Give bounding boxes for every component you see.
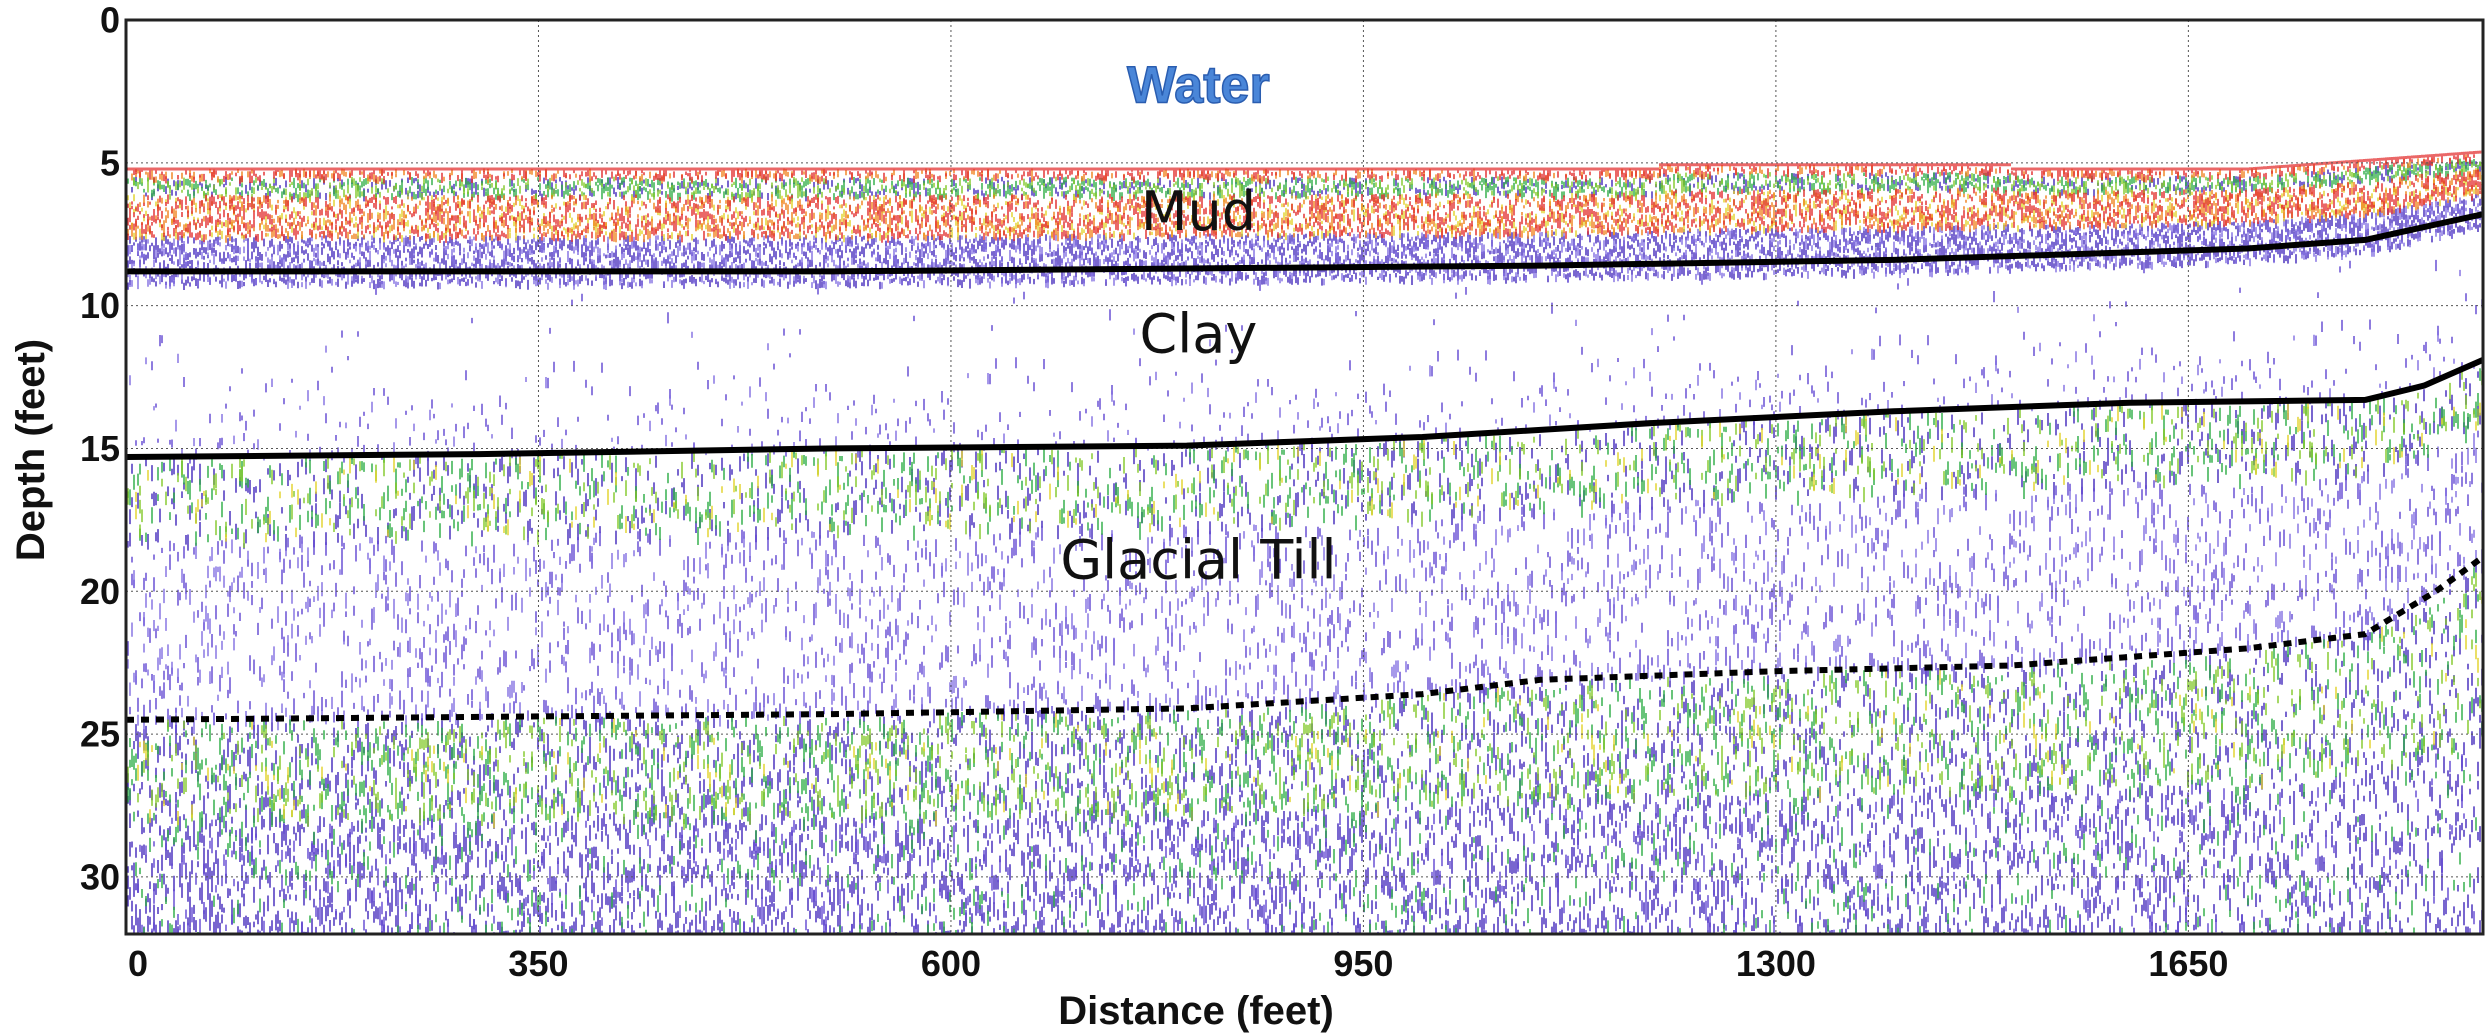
y-tick-label: 15	[80, 428, 120, 469]
x-tick-label: 350	[508, 943, 568, 984]
x-tick-label: 950	[1333, 943, 1393, 984]
y-tick-label: 10	[80, 285, 120, 326]
boundary-line-3	[126, 554, 2483, 723]
plot-area	[126, 20, 2483, 934]
boundary-lines	[126, 211, 2483, 723]
sonar-speckle	[126, 150, 2483, 243]
y-tick-label: 25	[80, 714, 120, 755]
x-tick-label: 1650	[2148, 943, 2228, 984]
plot-background	[126, 20, 2483, 934]
y-tick-label: 20	[80, 571, 120, 612]
layer-labels: Water Mud Clay Glacial Till	[1060, 56, 1336, 591]
boundary-line-2	[126, 356, 2483, 460]
plot-frame	[124, 18, 2485, 936]
layer-label-water: Water	[1127, 57, 1270, 115]
y-tick-label: 5	[100, 142, 120, 183]
sonar-speckle	[126, 259, 2483, 934]
layer-label-mud: Mud	[1141, 180, 1256, 243]
y-tick-label: 30	[80, 856, 120, 897]
sonar-texture	[126, 150, 2483, 934]
layer-label-glacial-till: Glacial Till	[1060, 528, 1336, 591]
x-tick-label: 600	[921, 943, 981, 984]
layer-label-clay: Clay	[1140, 303, 1258, 366]
grid-lines	[126, 20, 2483, 934]
axes: 0 5 10 15 20 25 30 0 350 600 950 1300 1650	[80, 0, 2485, 984]
y-axis-title: Depth (feet)	[9, 339, 53, 561]
boundary-line-1	[126, 211, 2483, 275]
x-axis-title: Distance (feet)	[1058, 989, 1334, 1033]
y-tick-label: 0	[100, 0, 120, 41]
x-tick-label: 1300	[1736, 943, 1816, 984]
x-tick-label: 0	[128, 943, 148, 984]
